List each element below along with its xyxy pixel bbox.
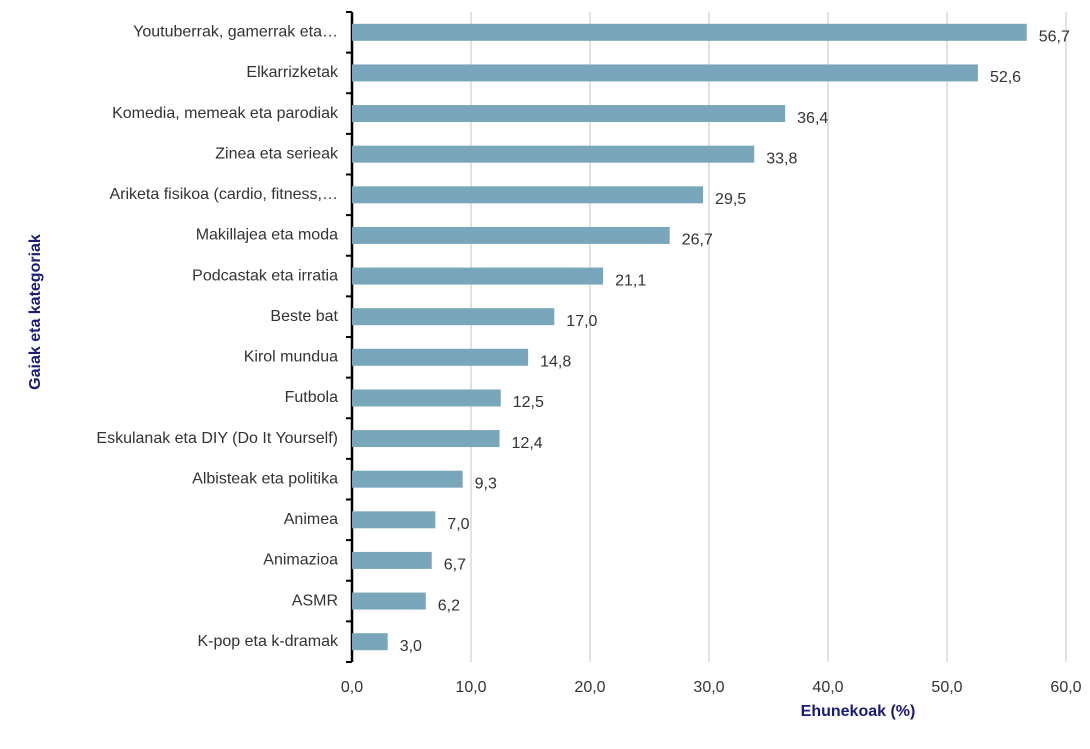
- bar: [352, 105, 786, 123]
- value-label: 7,0: [447, 516, 469, 533]
- y-tick-label: Makillajea eta moda: [196, 227, 338, 244]
- y-tick-label: Komedia, memeak eta parodiak: [112, 105, 339, 122]
- value-label: 6,2: [438, 597, 460, 614]
- x-tick-label: 0,0: [341, 679, 363, 696]
- bar: [352, 186, 704, 204]
- y-tick-label: K-pop eta k-dramak: [197, 633, 339, 650]
- y-tick-label: Zinea eta serieak: [215, 145, 339, 162]
- bar: [352, 145, 755, 163]
- bar: [352, 470, 463, 488]
- y-tick-label: Youtuberrak, gamerrak eta…: [133, 24, 338, 41]
- value-label: 3,0: [400, 638, 422, 655]
- value-label: 56,7: [1039, 29, 1070, 46]
- x-tick-label: 60,0: [1050, 679, 1081, 696]
- bar: [352, 226, 670, 244]
- y-tick-label: Eskulanak eta DIY (Do It Yourself): [96, 430, 338, 447]
- x-tick-label: 50,0: [931, 679, 962, 696]
- value-label: 9,3: [475, 475, 497, 492]
- y-tick-label: Ariketa fisikoa (cardio, fitness,…: [109, 186, 338, 203]
- value-label: 21,1: [615, 272, 646, 289]
- x-tick-label: 10,0: [455, 679, 486, 696]
- value-label: 26,7: [682, 232, 713, 249]
- bar: [352, 64, 978, 82]
- bar: [352, 592, 426, 610]
- value-label: 36,4: [797, 110, 828, 127]
- y-tick-label: Animazioa: [263, 552, 338, 569]
- bar: [352, 23, 1027, 41]
- y-axis-title: Gaiak eta kategoriak: [27, 234, 44, 390]
- y-tick-label: Beste bat: [270, 308, 338, 325]
- x-tick-label: 40,0: [812, 679, 843, 696]
- y-tick-label: Kirol mundua: [244, 349, 338, 366]
- value-label: 52,6: [990, 69, 1021, 86]
- bar: [352, 430, 500, 448]
- value-label: 12,4: [512, 435, 543, 452]
- y-tick-label: Podcastak eta irratia: [192, 267, 338, 284]
- value-label: 14,8: [540, 354, 571, 371]
- value-label: 17,0: [566, 313, 597, 330]
- bar: [352, 389, 501, 407]
- bar: [352, 308, 555, 326]
- x-tick-label: 30,0: [693, 679, 724, 696]
- value-label: 29,5: [715, 191, 746, 208]
- bar: [352, 267, 604, 285]
- x-tick-label: 20,0: [574, 679, 605, 696]
- bar: [352, 348, 529, 366]
- y-tick-label: Animea: [284, 511, 338, 528]
- y-tick-label: Elkarrizketak: [246, 64, 339, 81]
- value-label: 6,7: [444, 557, 466, 574]
- y-tick-label: Futbola: [285, 389, 338, 406]
- value-label: 12,5: [513, 394, 544, 411]
- bar: [352, 511, 436, 529]
- y-tick-label: ASMR: [292, 592, 338, 609]
- bar: [352, 551, 432, 569]
- x-axis-title: Ehunekoak (%): [801, 703, 916, 720]
- y-tick-label: Albisteak eta politika: [192, 470, 338, 487]
- value-label: 33,8: [766, 150, 797, 167]
- bar: [352, 633, 388, 651]
